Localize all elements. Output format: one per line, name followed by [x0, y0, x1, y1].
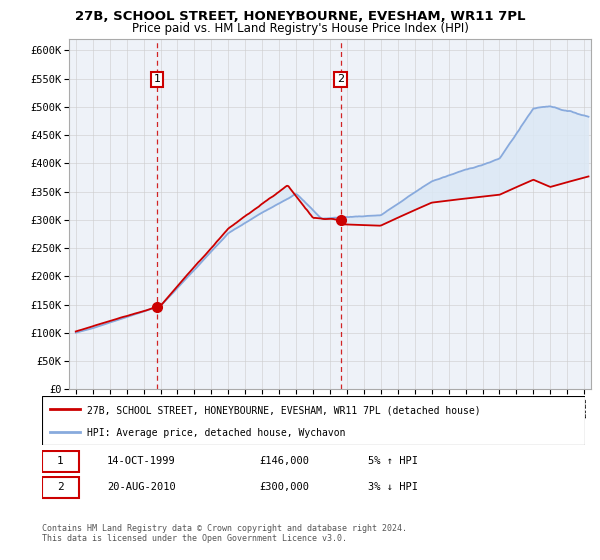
Text: 2: 2: [337, 74, 344, 85]
Text: HPI: Average price, detached house, Wychavon: HPI: Average price, detached house, Wych…: [86, 428, 345, 438]
Text: 1: 1: [154, 74, 160, 85]
Text: Contains HM Land Registry data © Crown copyright and database right 2024.
This d: Contains HM Land Registry data © Crown c…: [42, 524, 407, 543]
Text: Price paid vs. HM Land Registry's House Price Index (HPI): Price paid vs. HM Land Registry's House …: [131, 22, 469, 35]
Text: 2: 2: [57, 482, 64, 492]
Text: 20-AUG-2010: 20-AUG-2010: [107, 482, 176, 492]
Text: £146,000: £146,000: [259, 456, 309, 466]
Text: 27B, SCHOOL STREET, HONEYBOURNE, EVESHAM, WR11 7PL: 27B, SCHOOL STREET, HONEYBOURNE, EVESHAM…: [75, 10, 525, 22]
Text: 5% ↑ HPI: 5% ↑ HPI: [368, 456, 418, 466]
Text: 3% ↓ HPI: 3% ↓ HPI: [368, 482, 418, 492]
Bar: [42, 451, 79, 472]
Text: 14-OCT-1999: 14-OCT-1999: [107, 456, 176, 466]
Text: 1: 1: [57, 456, 64, 466]
Text: 27B, SCHOOL STREET, HONEYBOURNE, EVESHAM, WR11 7PL (detached house): 27B, SCHOOL STREET, HONEYBOURNE, EVESHAM…: [86, 405, 480, 415]
Bar: [42, 477, 79, 498]
Text: £300,000: £300,000: [259, 482, 309, 492]
